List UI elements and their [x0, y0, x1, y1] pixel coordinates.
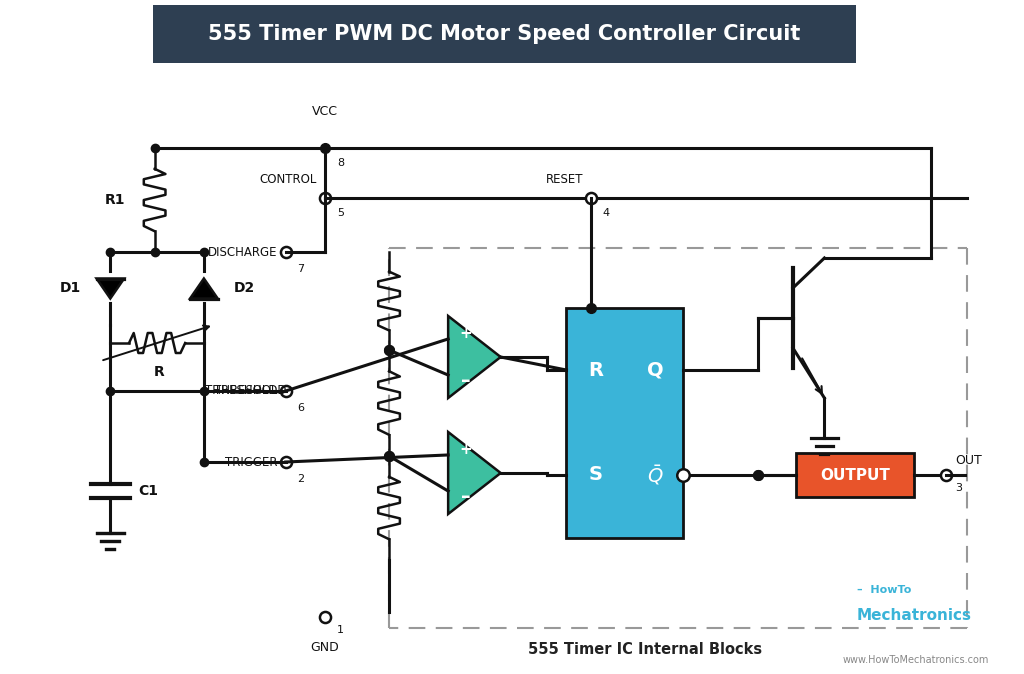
Text: +: +: [460, 326, 472, 342]
Text: S: S: [589, 466, 603, 485]
Text: 5: 5: [337, 208, 344, 218]
Text: –  HowTo: – HowTo: [857, 585, 911, 595]
Text: D1: D1: [59, 282, 81, 295]
Text: R: R: [589, 361, 603, 379]
Text: OUT: OUT: [955, 454, 982, 467]
Text: 8: 8: [337, 158, 344, 168]
Text: OUTPUT: OUTPUT: [820, 468, 890, 483]
Text: VCC: VCC: [312, 105, 338, 118]
Text: –: –: [461, 371, 471, 390]
Text: –: –: [461, 487, 471, 506]
Text: 2: 2: [297, 474, 304, 484]
Text: R: R: [154, 365, 165, 379]
Polygon shape: [190, 278, 218, 299]
Text: 555 Timer IC Internal Blocks: 555 Timer IC Internal Blocks: [528, 642, 762, 658]
Text: THRESHOLD: THRESHOLD: [214, 384, 287, 398]
Text: $\bar{Q}$: $\bar{Q}$: [647, 463, 664, 487]
Polygon shape: [449, 432, 501, 514]
Text: Mechatronics: Mechatronics: [857, 607, 972, 623]
Text: 1: 1: [337, 625, 344, 635]
Text: +: +: [460, 443, 472, 458]
Text: GND: GND: [310, 641, 339, 654]
Text: DISCHARGE: DISCHARGE: [208, 245, 278, 259]
Text: 555 Timer PWM DC Motor Speed Controller Circuit: 555 Timer PWM DC Motor Speed Controller …: [208, 24, 801, 44]
Text: 6: 6: [297, 403, 304, 413]
Text: 3: 3: [955, 483, 963, 493]
FancyBboxPatch shape: [566, 308, 683, 538]
FancyBboxPatch shape: [153, 5, 856, 63]
Polygon shape: [96, 278, 124, 299]
Text: D2: D2: [233, 282, 255, 295]
Text: 4: 4: [603, 208, 610, 218]
Text: THRESHOLD: THRESHOLD: [205, 384, 278, 398]
Text: www.HowToMechatronics.com: www.HowToMechatronics.com: [842, 655, 988, 665]
Polygon shape: [449, 316, 501, 398]
Text: R1: R1: [104, 193, 125, 207]
Text: TRIGGER: TRIGGER: [225, 456, 278, 468]
Text: Q: Q: [647, 361, 664, 379]
Text: CONTROL: CONTROL: [260, 173, 317, 186]
Text: C1: C1: [138, 484, 158, 498]
FancyBboxPatch shape: [796, 453, 914, 497]
Text: RESET: RESET: [546, 173, 583, 186]
Text: 7: 7: [297, 264, 304, 274]
